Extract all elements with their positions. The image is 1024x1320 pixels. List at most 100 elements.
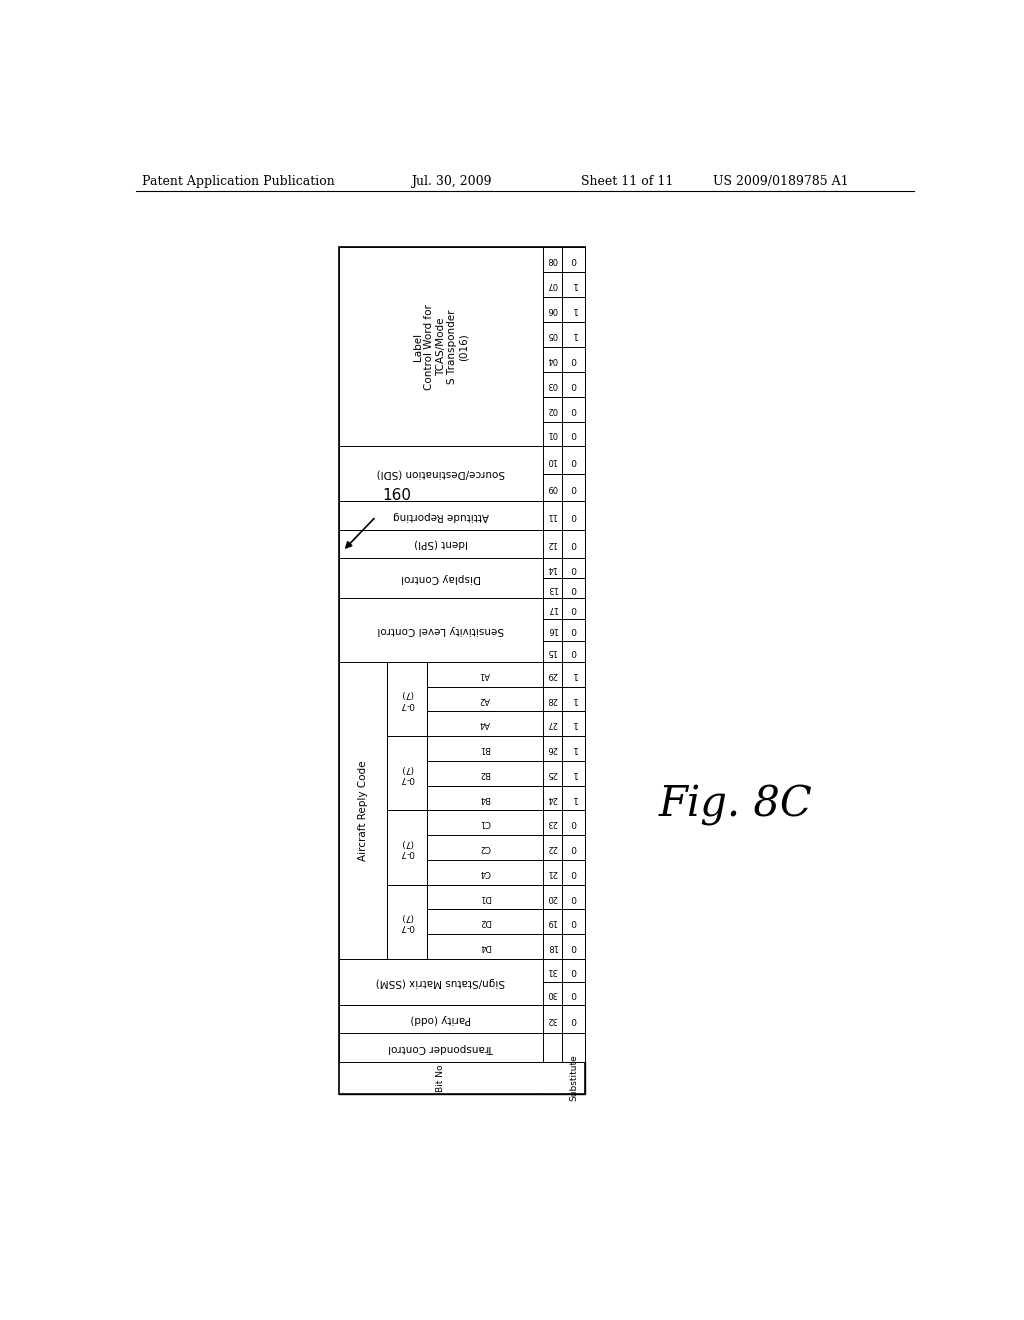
Text: 02: 02	[547, 404, 557, 413]
Bar	[427, 836, 543, 859]
Bar	[339, 598, 586, 661]
Text: 0: 0	[570, 564, 577, 573]
Text: 15: 15	[547, 647, 557, 656]
Bar	[387, 661, 427, 737]
Bar	[562, 598, 586, 619]
Text: Transponder Control: Transponder Control	[388, 1043, 494, 1052]
Text: 10: 10	[547, 455, 557, 465]
Text: 09: 09	[547, 483, 557, 492]
Bar	[562, 558, 586, 578]
Bar	[543, 958, 562, 1005]
Text: Bit No: Bit No	[436, 1064, 445, 1092]
Text: 20: 20	[547, 892, 557, 902]
Bar	[339, 1005, 586, 1034]
Bar	[543, 982, 562, 1005]
Bar	[543, 686, 562, 711]
Bar	[562, 982, 586, 1005]
Bar	[427, 661, 543, 686]
Bar	[562, 884, 586, 909]
Text: 28: 28	[547, 694, 558, 704]
Bar	[339, 247, 586, 1094]
Text: 0: 0	[570, 626, 577, 635]
Text: D4: D4	[479, 942, 490, 950]
Bar	[562, 347, 586, 372]
Bar	[543, 711, 562, 737]
Text: 0: 0	[570, 942, 577, 950]
Bar	[543, 760, 562, 785]
Text: 0: 0	[570, 843, 577, 851]
Text: 13: 13	[547, 583, 558, 593]
Bar	[543, 297, 562, 322]
Text: 04: 04	[547, 355, 557, 364]
Text: Sign/Status Matrix (SSM): Sign/Status Matrix (SSM)	[376, 977, 505, 987]
Bar	[543, 396, 562, 421]
Bar	[387, 884, 543, 958]
Text: 0: 0	[570, 892, 577, 902]
Bar	[427, 859, 543, 884]
Text: 14: 14	[547, 564, 557, 573]
Text: 23: 23	[547, 818, 558, 828]
Bar	[387, 810, 543, 884]
Text: 1: 1	[570, 694, 577, 704]
Bar	[339, 661, 586, 958]
Text: B1: B1	[479, 744, 490, 752]
Bar	[562, 372, 586, 396]
Bar	[562, 502, 586, 529]
Bar	[562, 247, 586, 446]
Text: Source/Destination (SDI): Source/Destination (SDI)	[377, 469, 505, 479]
Bar	[543, 1061, 562, 1094]
Text: 0-7
(7): 0-7 (7)	[399, 763, 415, 783]
Text: 0: 0	[570, 917, 577, 927]
Bar	[562, 272, 586, 297]
Bar	[427, 737, 543, 760]
Text: A4: A4	[479, 719, 490, 729]
Bar	[562, 836, 586, 859]
Bar	[562, 785, 586, 810]
Bar	[562, 1061, 586, 1094]
Bar	[562, 958, 586, 982]
Bar	[543, 529, 562, 558]
Text: 18: 18	[547, 942, 558, 950]
Bar	[543, 785, 562, 810]
Text: 27: 27	[547, 719, 558, 729]
Text: 0: 0	[570, 404, 577, 413]
Text: Substitute: Substitute	[569, 1055, 579, 1101]
Bar	[543, 958, 562, 982]
Bar	[562, 640, 586, 661]
Bar	[562, 558, 586, 598]
Text: Ident (SPI): Ident (SPI)	[414, 539, 468, 549]
Bar	[427, 935, 543, 958]
Text: 0: 0	[570, 583, 577, 593]
Bar	[562, 1034, 586, 1061]
Text: 1: 1	[570, 669, 577, 678]
Bar	[543, 661, 562, 686]
Bar	[562, 619, 586, 640]
Text: 0-7
(7): 0-7 (7)	[399, 689, 415, 709]
Bar	[427, 909, 543, 935]
Text: 1: 1	[570, 793, 577, 803]
Bar	[543, 598, 562, 619]
Text: 1: 1	[570, 768, 577, 777]
Text: 0: 0	[570, 540, 577, 549]
Text: 06: 06	[547, 305, 558, 314]
Bar	[427, 810, 543, 836]
Text: 0: 0	[570, 867, 577, 876]
Bar	[543, 737, 562, 760]
Bar	[339, 1061, 586, 1094]
Bar	[562, 529, 586, 558]
Text: 08: 08	[547, 255, 558, 264]
Bar	[427, 884, 543, 909]
Bar	[427, 760, 543, 785]
Bar	[562, 502, 586, 529]
Bar	[543, 810, 562, 836]
Bar	[543, 640, 562, 661]
Text: 22: 22	[547, 843, 557, 851]
Bar	[339, 558, 586, 598]
Text: D1: D1	[479, 892, 490, 902]
Bar	[543, 558, 562, 578]
Bar	[387, 884, 427, 958]
Text: 1: 1	[570, 744, 577, 752]
Bar	[339, 502, 586, 529]
Text: Patent Application Publication: Patent Application Publication	[142, 176, 335, 189]
Bar	[562, 421, 586, 446]
